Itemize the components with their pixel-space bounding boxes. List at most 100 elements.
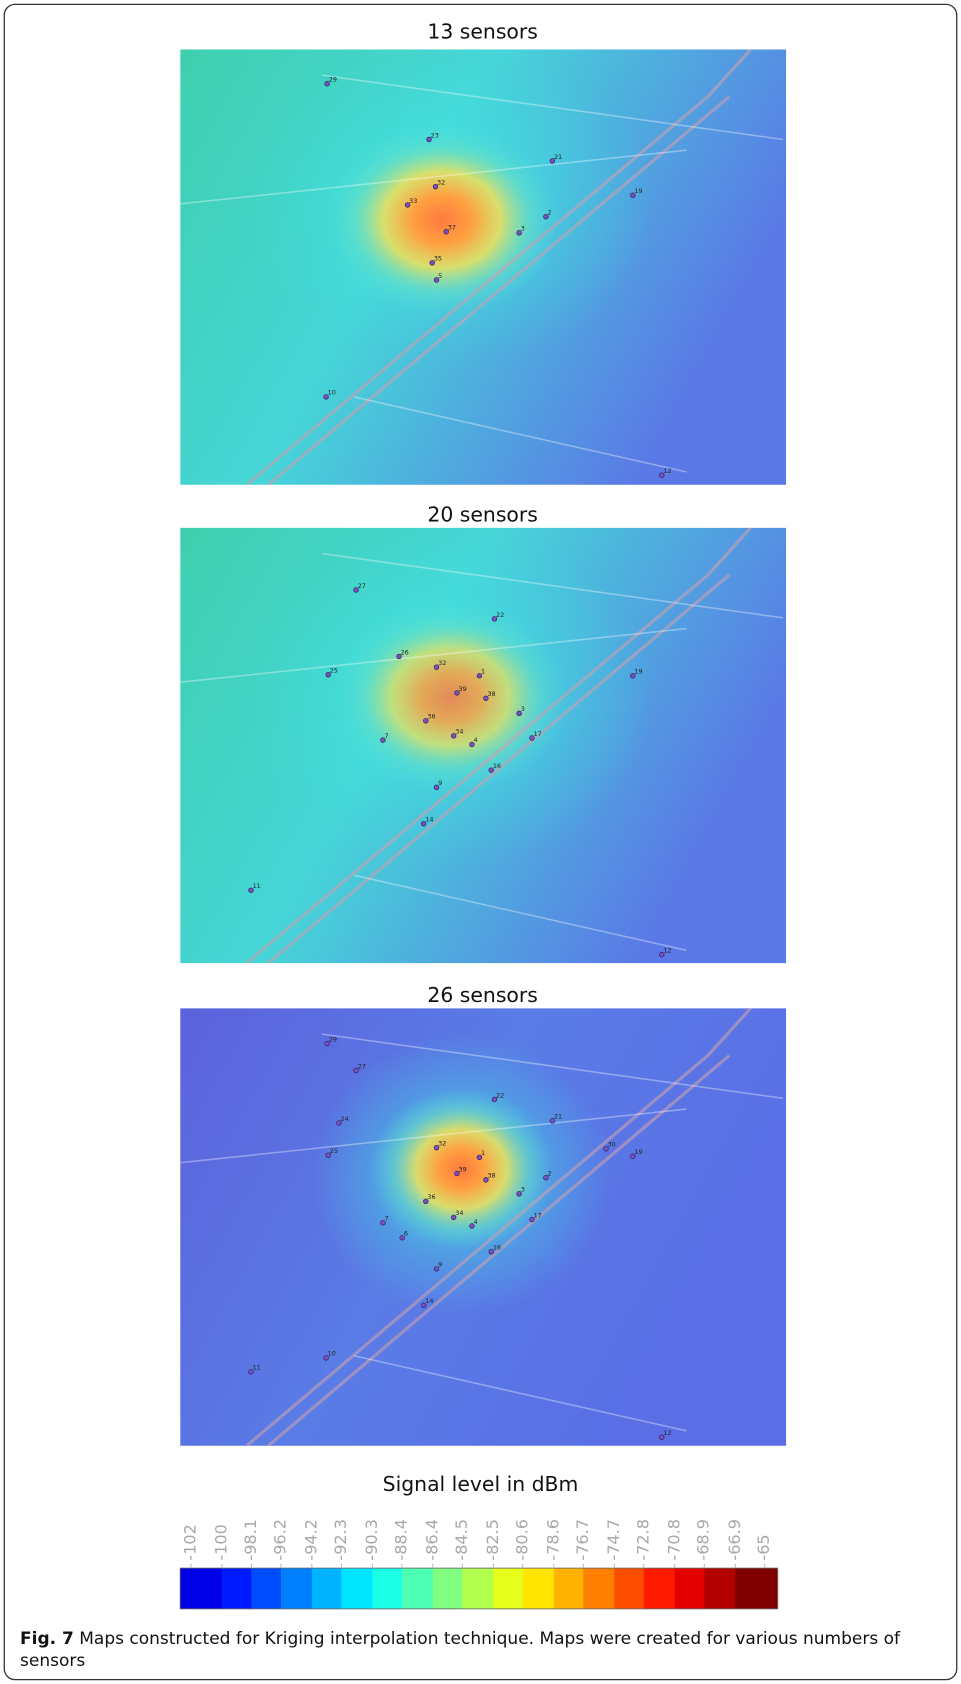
sensor-marker [323, 394, 329, 400]
sensor-label: 34 [455, 1209, 463, 1217]
sensor-marker [630, 673, 636, 679]
map-title: 13 sensors [427, 20, 537, 44]
sensor-label: 34 [455, 728, 463, 736]
colorbar-tick-label: -96.2 [270, 1519, 289, 1561]
sensor-label: 32 [437, 179, 445, 187]
sensor-marker [323, 1355, 329, 1361]
sensor-marker [488, 767, 494, 773]
sensor-label: 12 [663, 1429, 671, 1437]
sensor-label: 36 [427, 1193, 435, 1201]
sensor-marker [516, 710, 522, 716]
colorbar-cell [553, 1568, 584, 1609]
sensor-marker [429, 260, 435, 266]
sensor-marker [433, 1266, 440, 1272]
colorbar-tick-label: -65 [754, 1534, 773, 1560]
sensor-marker [476, 1154, 483, 1161]
sensor-label: 1 [481, 1149, 485, 1157]
sensor-label: 12 [663, 946, 671, 954]
sensor-label: 2 [548, 1170, 552, 1178]
sensor-label: 38 [487, 1172, 495, 1180]
colorbar-cell [583, 1568, 615, 1609]
sensor-label: 36 [427, 713, 435, 721]
sensor-marker [433, 664, 440, 670]
sensor-label: 30 [608, 1141, 616, 1149]
sensor-label: 39 [459, 1165, 467, 1173]
sensor-marker [659, 951, 665, 958]
colorbar-cell [704, 1568, 736, 1609]
sensor-marker [516, 230, 522, 236]
sensor-marker [549, 158, 556, 164]
sensor-label: 35 [434, 255, 442, 263]
sensor-marker [324, 1040, 330, 1047]
colorbar-cell [432, 1568, 463, 1609]
sensor-marker [451, 1214, 457, 1221]
colorbar-cell [180, 1568, 223, 1609]
colorbar-cell [341, 1568, 373, 1609]
sensor-label: 6 [404, 1230, 408, 1238]
colorbar-title: Signal level in dBm [383, 1472, 579, 1496]
sensor-label: 7 [385, 1215, 389, 1223]
sensor-marker [483, 695, 489, 701]
sensor-marker [353, 587, 359, 593]
colorbar-tick-label: -90.3 [362, 1519, 381, 1561]
caption-text: Maps constructed for Kriging interpolati… [20, 1629, 900, 1671]
sensor-label: 1 [481, 668, 485, 676]
colorbar-tick-label: -70.8 [664, 1519, 683, 1561]
sensor-label: 37 [448, 224, 456, 232]
colorbar-tick-label: -78.6 [543, 1519, 562, 1561]
sensor-label: 16 [493, 762, 501, 770]
colorbar-cell [522, 1568, 555, 1609]
sensor-label: 26 [401, 648, 409, 656]
heatmap [180, 49, 787, 485]
sensor-label: 24 [341, 1115, 349, 1123]
sensor-marker [491, 1096, 498, 1103]
sensor-label: 17 [534, 730, 542, 738]
sensor-label: 25 [330, 667, 338, 675]
map-title: 26 sensors [427, 983, 537, 1007]
sensor-marker [432, 183, 439, 190]
sensor-marker [488, 1249, 494, 1255]
sensor-marker [324, 81, 330, 87]
sensor-marker [491, 616, 498, 622]
caption-label: Fig. 7 [20, 1629, 74, 1649]
colorbar-tick-label: -72.8 [633, 1519, 652, 1561]
sensor-marker [451, 733, 457, 739]
sensor-label: 33 [409, 197, 417, 205]
sensor-marker [380, 1220, 386, 1226]
colorbar-tick-label: -80.6 [512, 1519, 531, 1561]
colorbar-tick-label: -82.5 [483, 1519, 502, 1561]
sensor-label: 9 [438, 779, 442, 787]
sensor-marker [443, 229, 449, 235]
sensor-label: 21 [554, 1113, 562, 1121]
frame [3, 3, 958, 1681]
sensor-marker [248, 1369, 254, 1375]
sensor-marker [476, 673, 483, 679]
sensor-label: 5 [438, 272, 442, 280]
sensor-marker [630, 1153, 636, 1159]
sensor-marker [543, 1175, 549, 1181]
colorbar-cell [280, 1568, 313, 1609]
colorbar-cell [735, 1568, 779, 1609]
heatmap [180, 1008, 787, 1446]
colorbar-tick-label: -76.7 [573, 1519, 592, 1561]
sensor-marker [248, 887, 254, 893]
sensor-label: 11 [253, 1364, 261, 1372]
sensor-label: 32 [438, 1140, 446, 1148]
sensor-marker [420, 821, 427, 827]
sensor-marker [325, 672, 331, 678]
sensor-marker [336, 1120, 342, 1126]
sensor-label: 23 [431, 131, 439, 139]
sensor-label: 38 [487, 690, 495, 698]
sensor-marker [399, 1235, 405, 1241]
colorbar-cell [674, 1568, 705, 1609]
sensor-label: 25 [330, 1147, 338, 1155]
sensor-marker [549, 1118, 556, 1124]
sensor-marker [454, 1170, 460, 1177]
colorbar-tick-label: -66.9 [725, 1519, 744, 1561]
colorbar-cell [372, 1568, 403, 1609]
sensor-label: 32 [438, 659, 446, 667]
sensor-marker [529, 1216, 535, 1223]
colorbar-tick-label: -100 [211, 1524, 230, 1561]
